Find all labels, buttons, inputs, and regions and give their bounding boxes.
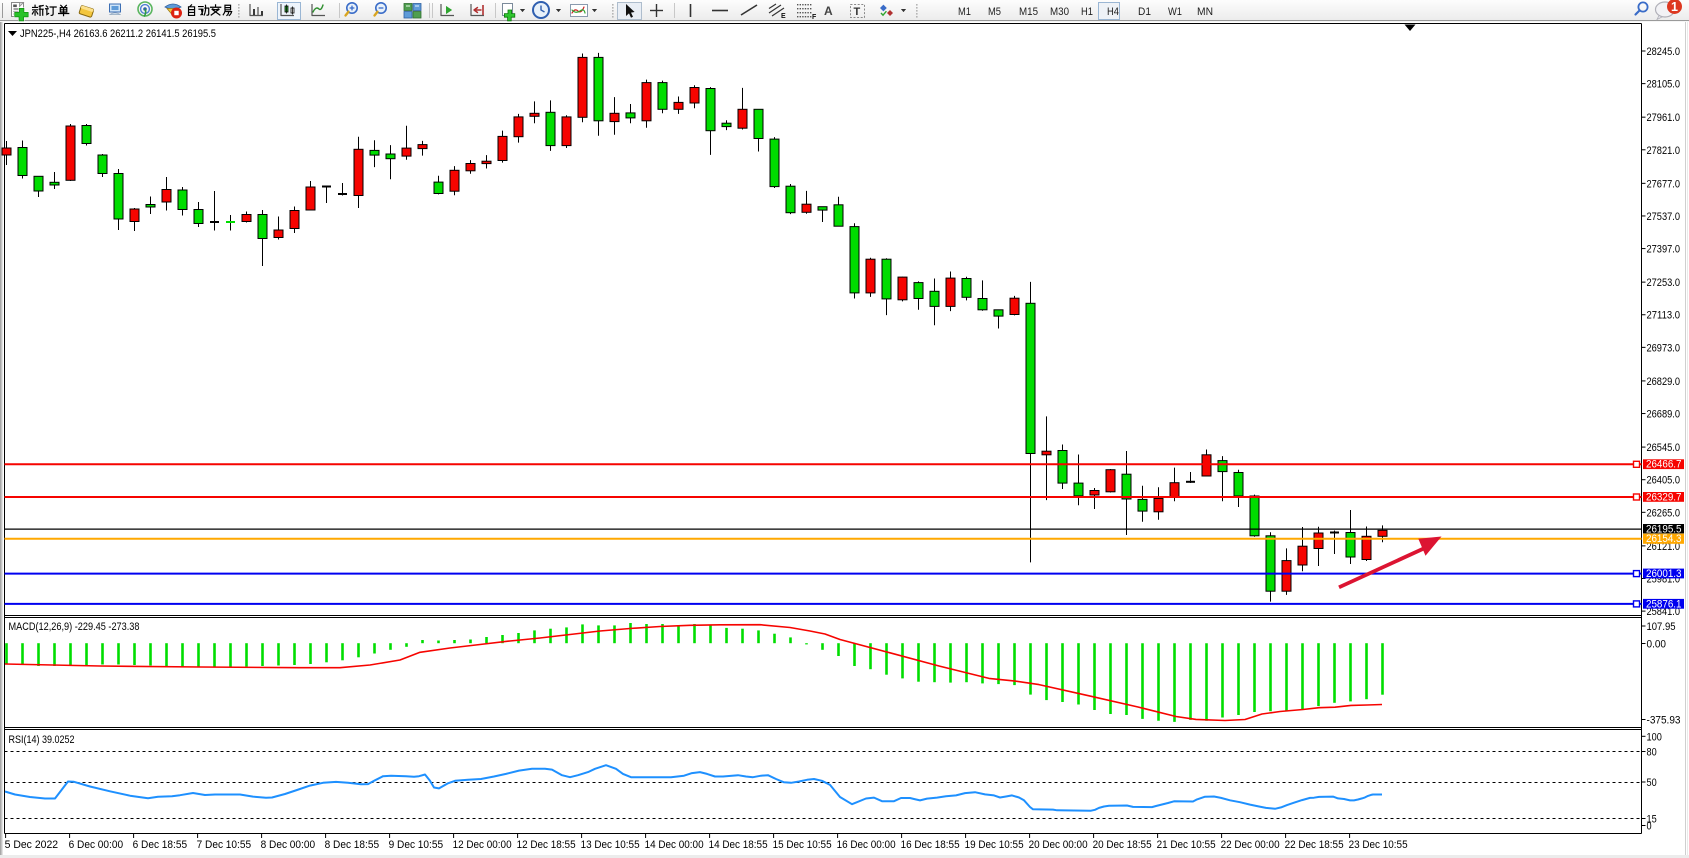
svg-text:0.00: 0.00 xyxy=(1647,639,1667,651)
svg-text:25876.1: 25876.1 xyxy=(1646,598,1682,610)
svg-text:26973.0: 26973.0 xyxy=(1647,342,1681,354)
svg-text:MACD(12,26,9) -229.45 -273.38: MACD(12,26,9) -229.45 -273.38 xyxy=(9,621,140,633)
svg-text:7 Dec 10:55: 7 Dec 10:55 xyxy=(197,839,252,851)
svg-text:27961.0: 27961.0 xyxy=(1647,112,1681,124)
svg-text:27537.0: 27537.0 xyxy=(1647,211,1681,223)
svg-text:16 Dec 00:00: 16 Dec 00:00 xyxy=(837,839,896,851)
svg-text:H1: H1 xyxy=(1081,6,1093,18)
svg-text:28245.0: 28245.0 xyxy=(1647,46,1681,58)
svg-text:M1: M1 xyxy=(958,6,971,18)
svg-text:15: 15 xyxy=(1647,814,1657,826)
svg-text:28105.0: 28105.0 xyxy=(1647,79,1681,91)
svg-text:26329.7: 26329.7 xyxy=(1646,491,1682,503)
svg-text:12 Dec 00:00: 12 Dec 00:00 xyxy=(453,839,512,851)
svg-text:13 Dec 10:55: 13 Dec 10:55 xyxy=(581,839,640,851)
svg-text:23 Dec 10:55: 23 Dec 10:55 xyxy=(1349,839,1408,851)
svg-text:26154.3: 26154.3 xyxy=(1646,533,1682,545)
svg-text:26466.7: 26466.7 xyxy=(1646,459,1682,471)
svg-text:9 Dec 10:55: 9 Dec 10:55 xyxy=(389,839,444,851)
svg-text:F: F xyxy=(812,14,817,21)
svg-text:19 Dec 10:55: 19 Dec 10:55 xyxy=(965,839,1024,851)
svg-text:22 Dec 18:55: 22 Dec 18:55 xyxy=(1285,839,1344,851)
svg-text:26265.0: 26265.0 xyxy=(1647,507,1681,519)
svg-text:RSI(14) 39.0252: RSI(14) 39.0252 xyxy=(9,734,75,746)
svg-text:W1: W1 xyxy=(1168,6,1182,18)
svg-text:26001.3: 26001.3 xyxy=(1646,568,1682,580)
svg-text:6 Dec 18:55: 6 Dec 18:55 xyxy=(133,839,188,851)
svg-text:6 Dec 00:00: 6 Dec 00:00 xyxy=(69,839,124,851)
svg-text:JPN225-,H4 26163.6 26211.2 26: JPN225-,H4 26163.6 26211.2 26141.5 26195… xyxy=(20,28,216,40)
svg-text:27677.0: 27677.0 xyxy=(1647,178,1681,190)
svg-text:50: 50 xyxy=(1647,777,1657,789)
svg-text:M30: M30 xyxy=(1050,6,1069,18)
svg-text:27821.0: 27821.0 xyxy=(1647,145,1681,157)
svg-text:1: 1 xyxy=(1671,0,1678,14)
svg-text:E: E xyxy=(781,13,786,20)
svg-text:MN: MN xyxy=(1197,6,1213,18)
svg-text:16 Dec 18:55: 16 Dec 18:55 xyxy=(901,839,960,851)
svg-text:8 Dec 00:00: 8 Dec 00:00 xyxy=(261,839,316,851)
svg-text:107.95: 107.95 xyxy=(1647,621,1676,633)
svg-text:8 Dec 18:55: 8 Dec 18:55 xyxy=(325,839,380,851)
svg-text:0: 0 xyxy=(1647,821,1652,833)
svg-text:H4: H4 xyxy=(1107,6,1119,18)
svg-text:27397.0: 27397.0 xyxy=(1647,244,1681,256)
svg-text:27253.0: 27253.0 xyxy=(1647,277,1681,289)
svg-text:12 Dec 18:55: 12 Dec 18:55 xyxy=(517,839,576,851)
svg-text:14 Dec 18:55: 14 Dec 18:55 xyxy=(709,839,768,851)
svg-text:27113.0: 27113.0 xyxy=(1647,310,1681,322)
svg-text:T: T xyxy=(854,6,861,18)
svg-text:D1: D1 xyxy=(1138,6,1151,18)
svg-text:5 Dec 2022: 5 Dec 2022 xyxy=(5,839,59,851)
svg-text:26405.0: 26405.0 xyxy=(1647,475,1681,487)
svg-text:A: A xyxy=(824,4,833,18)
svg-text:80: 80 xyxy=(1647,747,1657,759)
svg-text:20 Dec 00:00: 20 Dec 00:00 xyxy=(1029,839,1088,851)
svg-text:15 Dec 10:55: 15 Dec 10:55 xyxy=(773,839,832,851)
svg-text:21 Dec 10:55: 21 Dec 10:55 xyxy=(1157,839,1216,851)
svg-text:14 Dec 00:00: 14 Dec 00:00 xyxy=(645,839,704,851)
svg-text:26121.0: 26121.0 xyxy=(1647,541,1681,553)
svg-text:26689.0: 26689.0 xyxy=(1647,409,1681,421)
svg-text:M5: M5 xyxy=(988,6,1001,18)
svg-text:-375.93: -375.93 xyxy=(1647,715,1681,727)
svg-text:26195.5: 26195.5 xyxy=(1646,523,1682,535)
svg-text:25841.0: 25841.0 xyxy=(1647,606,1681,618)
svg-text:22 Dec 00:00: 22 Dec 00:00 xyxy=(1221,839,1280,851)
svg-text:100: 100 xyxy=(1647,731,1662,743)
svg-text:26545.0: 26545.0 xyxy=(1647,442,1681,454)
svg-text:20 Dec 18:55: 20 Dec 18:55 xyxy=(1093,839,1152,851)
svg-text:M15: M15 xyxy=(1019,6,1038,18)
svg-text:26829.0: 26829.0 xyxy=(1647,376,1681,388)
